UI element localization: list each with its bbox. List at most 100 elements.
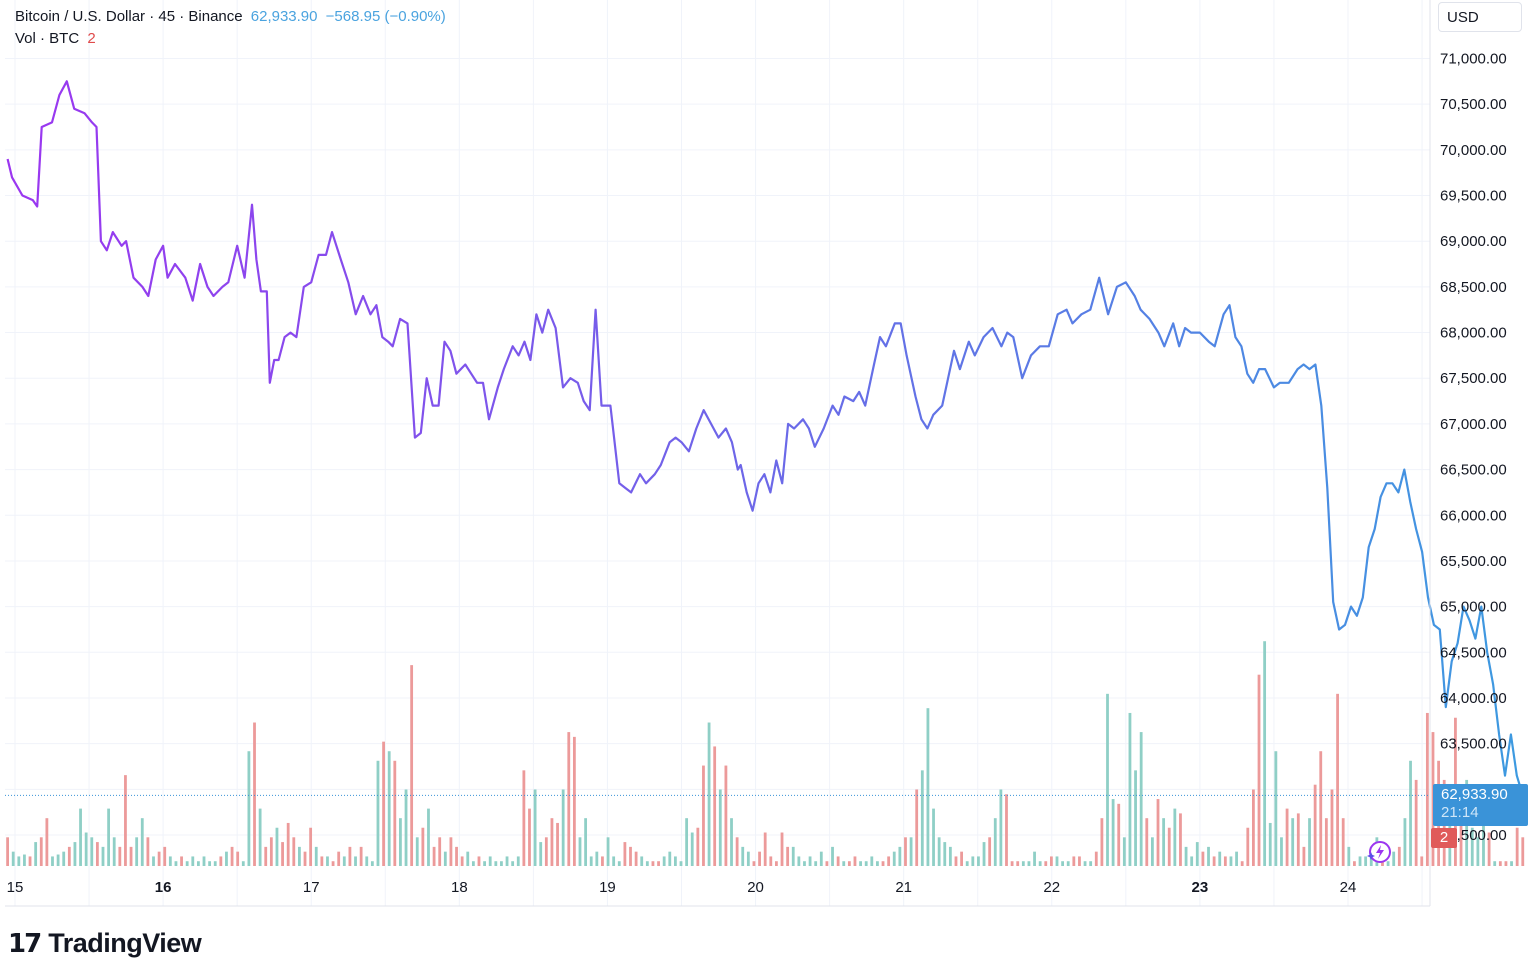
volume-bar [1167,827,1171,866]
time-tick-label: 15 [7,879,24,896]
tradingview-logo[interactable]: 17 TradingView [8,928,202,959]
volume-bar [427,808,430,866]
volume-bar [393,760,397,866]
volume-bar [533,789,537,866]
volume-bar [1274,751,1278,866]
volume-bar [494,861,498,866]
volume-bar [1246,827,1250,866]
volume-bar [786,846,790,866]
volume-bar [1179,813,1182,866]
volume-bar [230,846,234,866]
lightning-bolt-icon[interactable] [1366,840,1392,866]
volume-bar [1470,827,1474,866]
grid-lines [5,0,1430,906]
volume-bar [225,851,228,866]
volume-bar [348,846,352,866]
volume-bar [359,846,363,866]
volume-bar [1218,851,1222,866]
volume-bar [741,846,745,866]
volume-bar [662,856,666,866]
volume-bar [39,837,43,866]
volume-bar [685,818,689,866]
volume-bar [1190,856,1194,866]
volume-bar [1201,851,1205,866]
volume-bar [1280,837,1283,866]
volume-bar [1128,712,1132,866]
volume-bar [1072,856,1076,866]
last-price: 62,933.90 [250,8,318,25]
volume-bar [718,789,722,866]
volume-bar [1117,803,1121,866]
volume-bar [1498,861,1502,866]
volume-bar [1330,789,1334,866]
volume-bar [152,856,155,866]
volume-bar [342,856,346,866]
volume-bar [578,837,582,866]
volume-bar [1078,856,1081,866]
volume-label: Vol · BTC [15,30,80,47]
volume-bar [241,861,245,866]
time-tick-label: 24 [1340,879,1357,896]
volume-bar [269,837,273,866]
volume-bar [1302,846,1306,866]
volume-bar [1150,837,1154,866]
volume-bar [629,846,632,866]
volume-bar [1487,832,1491,866]
volume-bar [1347,846,1351,866]
volume-bar [45,818,49,866]
volume-bar [1515,827,1519,866]
volume-bar [84,832,88,866]
volume-bar [825,861,829,866]
volume-bar [477,856,481,866]
volume-bar [1414,779,1418,866]
volume-bar [988,837,992,866]
currency-button[interactable]: USD [1438,2,1522,32]
volume-bar [157,851,161,866]
volume-bar [387,751,391,866]
volume-bar [382,741,385,866]
volume-bar [107,808,111,866]
volume-bar [146,837,150,866]
volume-bar [309,827,313,866]
volume-bar [500,861,503,866]
volume-bar [993,818,997,866]
volume-bar [1100,818,1104,866]
volume-bar [937,837,941,866]
volume-bar [668,851,672,866]
volume-bar [185,861,189,866]
volume-bar [1145,818,1149,866]
volume-bar [1016,861,1020,866]
volume-bar [696,827,700,866]
volume-bar [1341,818,1345,866]
volume-bar [539,842,543,866]
volume-bar [831,846,834,866]
volume-bar [713,746,717,866]
volume-bar [95,842,99,866]
volume-bar [898,846,902,866]
volume-bar [275,827,279,866]
volume-bar [247,751,251,866]
volume-bar [1010,861,1014,866]
volume-bar [1240,861,1244,866]
volume-bar [791,846,795,866]
volume-bar [124,775,127,866]
volume-bar [724,765,728,866]
volume-bar [483,861,486,866]
volume-bar [196,861,200,866]
volume-bar [617,861,621,866]
price-tick-label: 67,500.00 [1440,370,1507,387]
volume-bar [1083,861,1087,866]
volume-bar [51,856,54,866]
volume-bar [11,851,15,866]
volume-bar [17,856,21,866]
volume-bar [208,861,212,866]
volume-bar [853,856,857,866]
volume-bar [965,861,969,866]
volume-bar [909,837,913,866]
volume-bar [1195,842,1199,866]
volume-bar [168,856,172,866]
volume-bar [864,861,868,866]
volume-bar [926,708,930,866]
volume-bar [606,837,610,866]
